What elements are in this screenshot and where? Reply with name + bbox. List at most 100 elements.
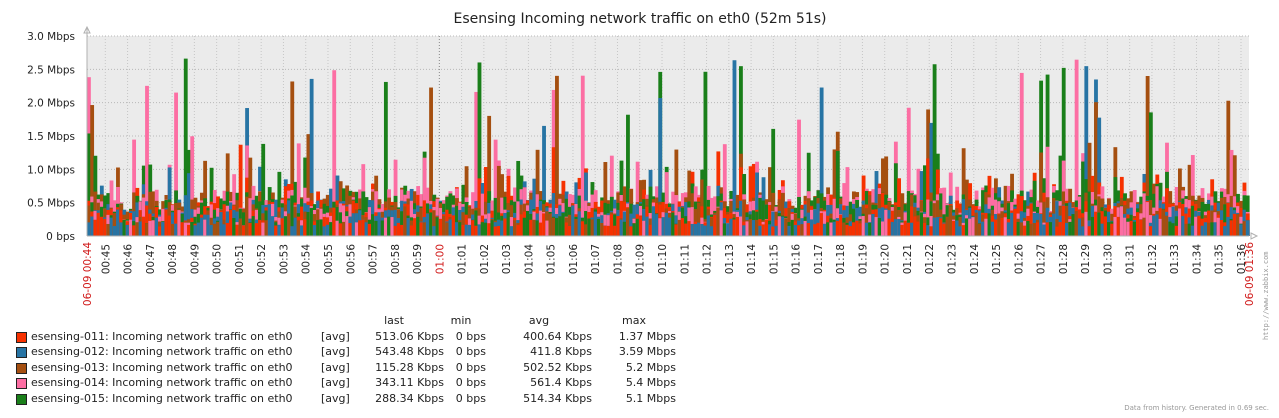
traffic-bar: [538, 222, 543, 236]
traffic-bar: [680, 218, 685, 236]
traffic-bar: [745, 221, 750, 236]
traffic-bar: [409, 225, 414, 236]
traffic-bar: [1003, 217, 1008, 236]
traffic-bar: [390, 217, 395, 236]
traffic-bar: [761, 200, 766, 236]
traffic-bar: [261, 143, 266, 236]
traffic-bar: [516, 225, 521, 236]
traffic-bar: [429, 212, 433, 236]
traffic-bar: [600, 223, 605, 236]
legend-series-name: esensing-013: Incoming network traffic o…: [31, 360, 293, 374]
traffic-bar: [1190, 205, 1195, 236]
traffic-bar: [942, 223, 947, 236]
traffic-bar: [1226, 100, 1231, 236]
traffic-bar: [254, 223, 259, 236]
legend-avg-value: 502.52 Kbps: [523, 360, 592, 374]
traffic-bar: [1042, 201, 1047, 236]
traffic-bar: [383, 217, 388, 236]
traffic-bar: [348, 223, 353, 236]
traffic-bar: [693, 224, 698, 236]
traffic-bar: [722, 144, 727, 236]
traffic-bar: [1148, 226, 1153, 236]
legend-max-value: 5.4 Mbps: [625, 376, 676, 389]
traffic-bar: [964, 218, 969, 236]
traffic-bar: [768, 224, 772, 236]
traffic-bar: [251, 216, 256, 236]
traffic-bar: [558, 216, 563, 236]
x-tick-label: 01:01: [457, 244, 469, 274]
traffic-bar: [697, 222, 701, 236]
traffic-bar: [393, 225, 398, 236]
traffic-bar: [371, 214, 375, 236]
traffic-bar: [135, 222, 140, 236]
y-tick-label: 2.5 Mbps: [27, 64, 75, 76]
traffic-bar: [1126, 221, 1131, 236]
traffic-bar: [509, 226, 514, 236]
traffic-bar: [119, 222, 124, 236]
traffic-bar: [642, 220, 647, 236]
traffic-bar: [935, 217, 940, 236]
traffic-bar: [187, 173, 191, 236]
traffic-bar: [154, 217, 159, 236]
traffic-bar: [1139, 219, 1144, 236]
traffic-bar: [454, 222, 459, 236]
traffic-bar: [858, 223, 863, 236]
traffic-bar: [351, 213, 356, 236]
traffic-bar: [768, 167, 772, 236]
x-tick-label: 00:46: [123, 244, 135, 275]
traffic-bar: [1171, 206, 1176, 236]
traffic-bar: [603, 162, 608, 236]
x-tick-label: 01:33: [1169, 244, 1181, 274]
traffic-bar: [922, 223, 927, 236]
x-tick-label: 00:52: [256, 244, 268, 274]
traffic-bar: [274, 225, 279, 236]
traffic-bar: [277, 171, 282, 236]
traffic-bar: [584, 224, 588, 236]
traffic-bar: [96, 212, 101, 236]
traffic-bar: [1155, 214, 1160, 236]
traffic-bar: [535, 220, 540, 236]
traffic-bar: [897, 219, 901, 236]
traffic-bar: [906, 222, 911, 236]
traffic-bar: [758, 225, 763, 236]
traffic-bar: [158, 226, 162, 236]
traffic-bar: [819, 213, 824, 236]
traffic-bar: [203, 219, 208, 236]
traffic-bar: [258, 201, 262, 236]
x-tick-label: 00:48: [167, 244, 179, 274]
traffic-bar: [658, 218, 663, 236]
traffic-bar: [994, 219, 998, 236]
traffic-bar: [1032, 223, 1037, 236]
traffic-bar: [945, 216, 950, 236]
x-tick-label: 01:10: [657, 244, 669, 274]
x-tick-label: 00:47: [145, 244, 157, 274]
traffic-bar: [458, 222, 463, 236]
traffic-bar: [1171, 223, 1176, 236]
traffic-bar: [448, 219, 453, 236]
traffic-bar: [816, 203, 821, 236]
traffic-bar: [380, 220, 385, 236]
traffic-bar: [345, 216, 350, 236]
legend-max-value: 5.1 Mbps: [625, 391, 676, 405]
x-tick-label: 01:30: [1102, 244, 1114, 274]
y-tick-labels: 0 bps 0.5 Mbps 1.0 Mbps 1.5 Mbps 2.0 Mbps 2.5…: [27, 31, 75, 243]
traffic-bar: [132, 139, 137, 236]
traffic-bar: [797, 225, 801, 236]
traffic-bar: [1145, 202, 1150, 236]
traffic-bar: [590, 219, 595, 236]
traffic-bar: [774, 225, 779, 236]
traffic-bar: [906, 107, 911, 236]
traffic-bar: [797, 197, 801, 236]
traffic-bar: [138, 221, 143, 236]
x-tick-label: 00:56: [345, 244, 357, 275]
legend-function: [avg]: [321, 376, 350, 389]
traffic-bar: [303, 219, 308, 236]
traffic-bar: [429, 87, 433, 236]
traffic-bar: [1074, 210, 1079, 236]
traffic-bar: [613, 214, 617, 236]
traffic-bar: [790, 219, 795, 236]
traffic-bar: [961, 148, 966, 236]
traffic-bar: [577, 211, 582, 236]
traffic-bar: [422, 157, 427, 236]
traffic-bar: [1232, 155, 1237, 236]
